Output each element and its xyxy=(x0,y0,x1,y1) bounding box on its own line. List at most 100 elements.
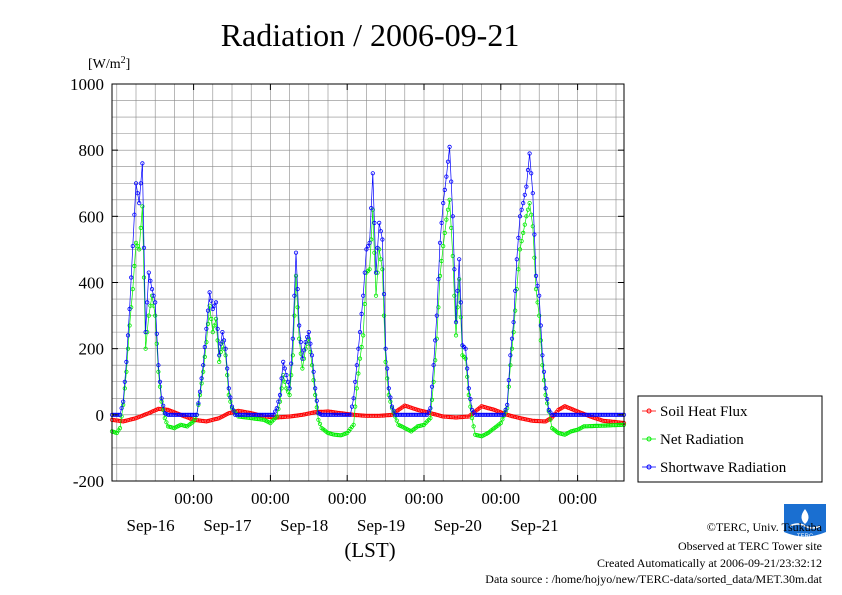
data-point xyxy=(279,386,284,391)
data-point xyxy=(361,293,366,298)
data-point xyxy=(362,270,367,275)
data-point xyxy=(311,377,316,383)
data-point xyxy=(508,363,513,368)
data-point xyxy=(466,386,471,391)
data-point xyxy=(511,320,516,325)
data-point xyxy=(517,214,523,219)
data-point xyxy=(309,353,315,358)
logo-wave-icon xyxy=(789,523,821,529)
data-point xyxy=(218,341,223,346)
data-point xyxy=(153,313,158,318)
x-tick-time-label: 00:00 xyxy=(481,489,520,508)
data-point xyxy=(533,273,539,278)
data-point xyxy=(453,333,459,338)
data-point xyxy=(444,217,449,222)
data-point xyxy=(452,267,457,272)
data-point xyxy=(305,334,310,340)
data-point xyxy=(122,386,127,391)
data-point xyxy=(156,369,161,374)
data-point xyxy=(429,397,435,402)
data-point xyxy=(428,406,433,411)
x-tick-date-label: Sep-21 xyxy=(511,516,559,535)
data-point xyxy=(137,201,142,206)
data-point xyxy=(223,353,228,358)
legend-marker xyxy=(646,436,652,442)
data-point xyxy=(274,414,279,419)
data-point xyxy=(431,379,436,384)
data-point xyxy=(370,171,375,176)
y-tick-label: 0 xyxy=(96,406,105,425)
logo-drop-icon xyxy=(801,509,809,524)
data-point xyxy=(425,412,430,417)
data-point xyxy=(436,305,441,310)
data-point xyxy=(221,338,227,343)
data-point xyxy=(287,392,292,398)
data-point xyxy=(276,399,281,404)
legend-marker xyxy=(646,464,652,470)
data-point xyxy=(548,417,553,422)
data-point xyxy=(311,369,316,374)
data-point xyxy=(282,366,287,371)
data-point xyxy=(287,386,292,391)
data-point xyxy=(428,415,433,421)
data-point xyxy=(356,371,361,376)
legend-marker xyxy=(646,408,652,414)
data-point xyxy=(391,408,396,413)
data-point xyxy=(127,323,132,328)
data-point xyxy=(377,220,382,225)
y-tick-label: 1000 xyxy=(70,75,104,94)
data-point xyxy=(381,291,387,297)
data-point xyxy=(351,396,356,401)
data-point xyxy=(514,257,519,262)
data-point xyxy=(279,376,284,381)
data-point xyxy=(369,206,374,211)
data-point xyxy=(434,313,439,318)
data-point xyxy=(215,326,220,331)
data-point xyxy=(119,406,124,411)
data-point xyxy=(519,207,524,212)
y-tick-label: 800 xyxy=(79,141,105,160)
data-point xyxy=(445,207,451,212)
y-tick-label: 600 xyxy=(79,207,105,226)
data-point xyxy=(125,346,131,351)
data-point xyxy=(354,386,359,391)
data-point xyxy=(308,341,313,346)
data-point xyxy=(463,346,468,351)
data-point xyxy=(353,379,358,384)
series-shortwave-radiation xyxy=(109,144,627,417)
data-point xyxy=(292,293,297,298)
data-point xyxy=(225,366,230,371)
data-point xyxy=(207,290,212,295)
data-point xyxy=(362,301,367,307)
data-point xyxy=(373,270,379,275)
legend-label: Soil Heat Flux xyxy=(660,404,748,420)
data-point xyxy=(194,412,199,417)
data-point xyxy=(285,389,291,394)
data-point xyxy=(210,329,215,335)
data-point xyxy=(545,396,550,402)
data-point xyxy=(143,329,148,335)
data-point xyxy=(463,356,468,361)
data-point xyxy=(445,159,451,164)
data-point xyxy=(210,306,215,312)
data-point xyxy=(383,359,388,364)
data-point xyxy=(154,341,159,346)
x-tick-date-label: Sep-20 xyxy=(434,516,482,535)
data-point xyxy=(535,283,540,288)
data-point xyxy=(273,409,278,414)
x-tick-date-label: Sep-16 xyxy=(127,516,175,535)
data-point xyxy=(533,286,539,292)
data-point xyxy=(524,214,529,219)
data-point xyxy=(364,247,369,252)
data-point xyxy=(138,181,143,186)
data-point xyxy=(156,363,161,368)
data-point xyxy=(380,267,385,272)
data-point xyxy=(212,323,217,328)
data-point xyxy=(217,359,222,364)
data-point xyxy=(538,338,543,343)
data-point xyxy=(300,356,305,361)
logo-text: TERC xyxy=(797,534,814,540)
axis-ticks: 10008006004002000-20000:00Sep-1600:00Sep… xyxy=(70,75,624,535)
data-point xyxy=(298,339,303,345)
data-point xyxy=(385,376,390,381)
